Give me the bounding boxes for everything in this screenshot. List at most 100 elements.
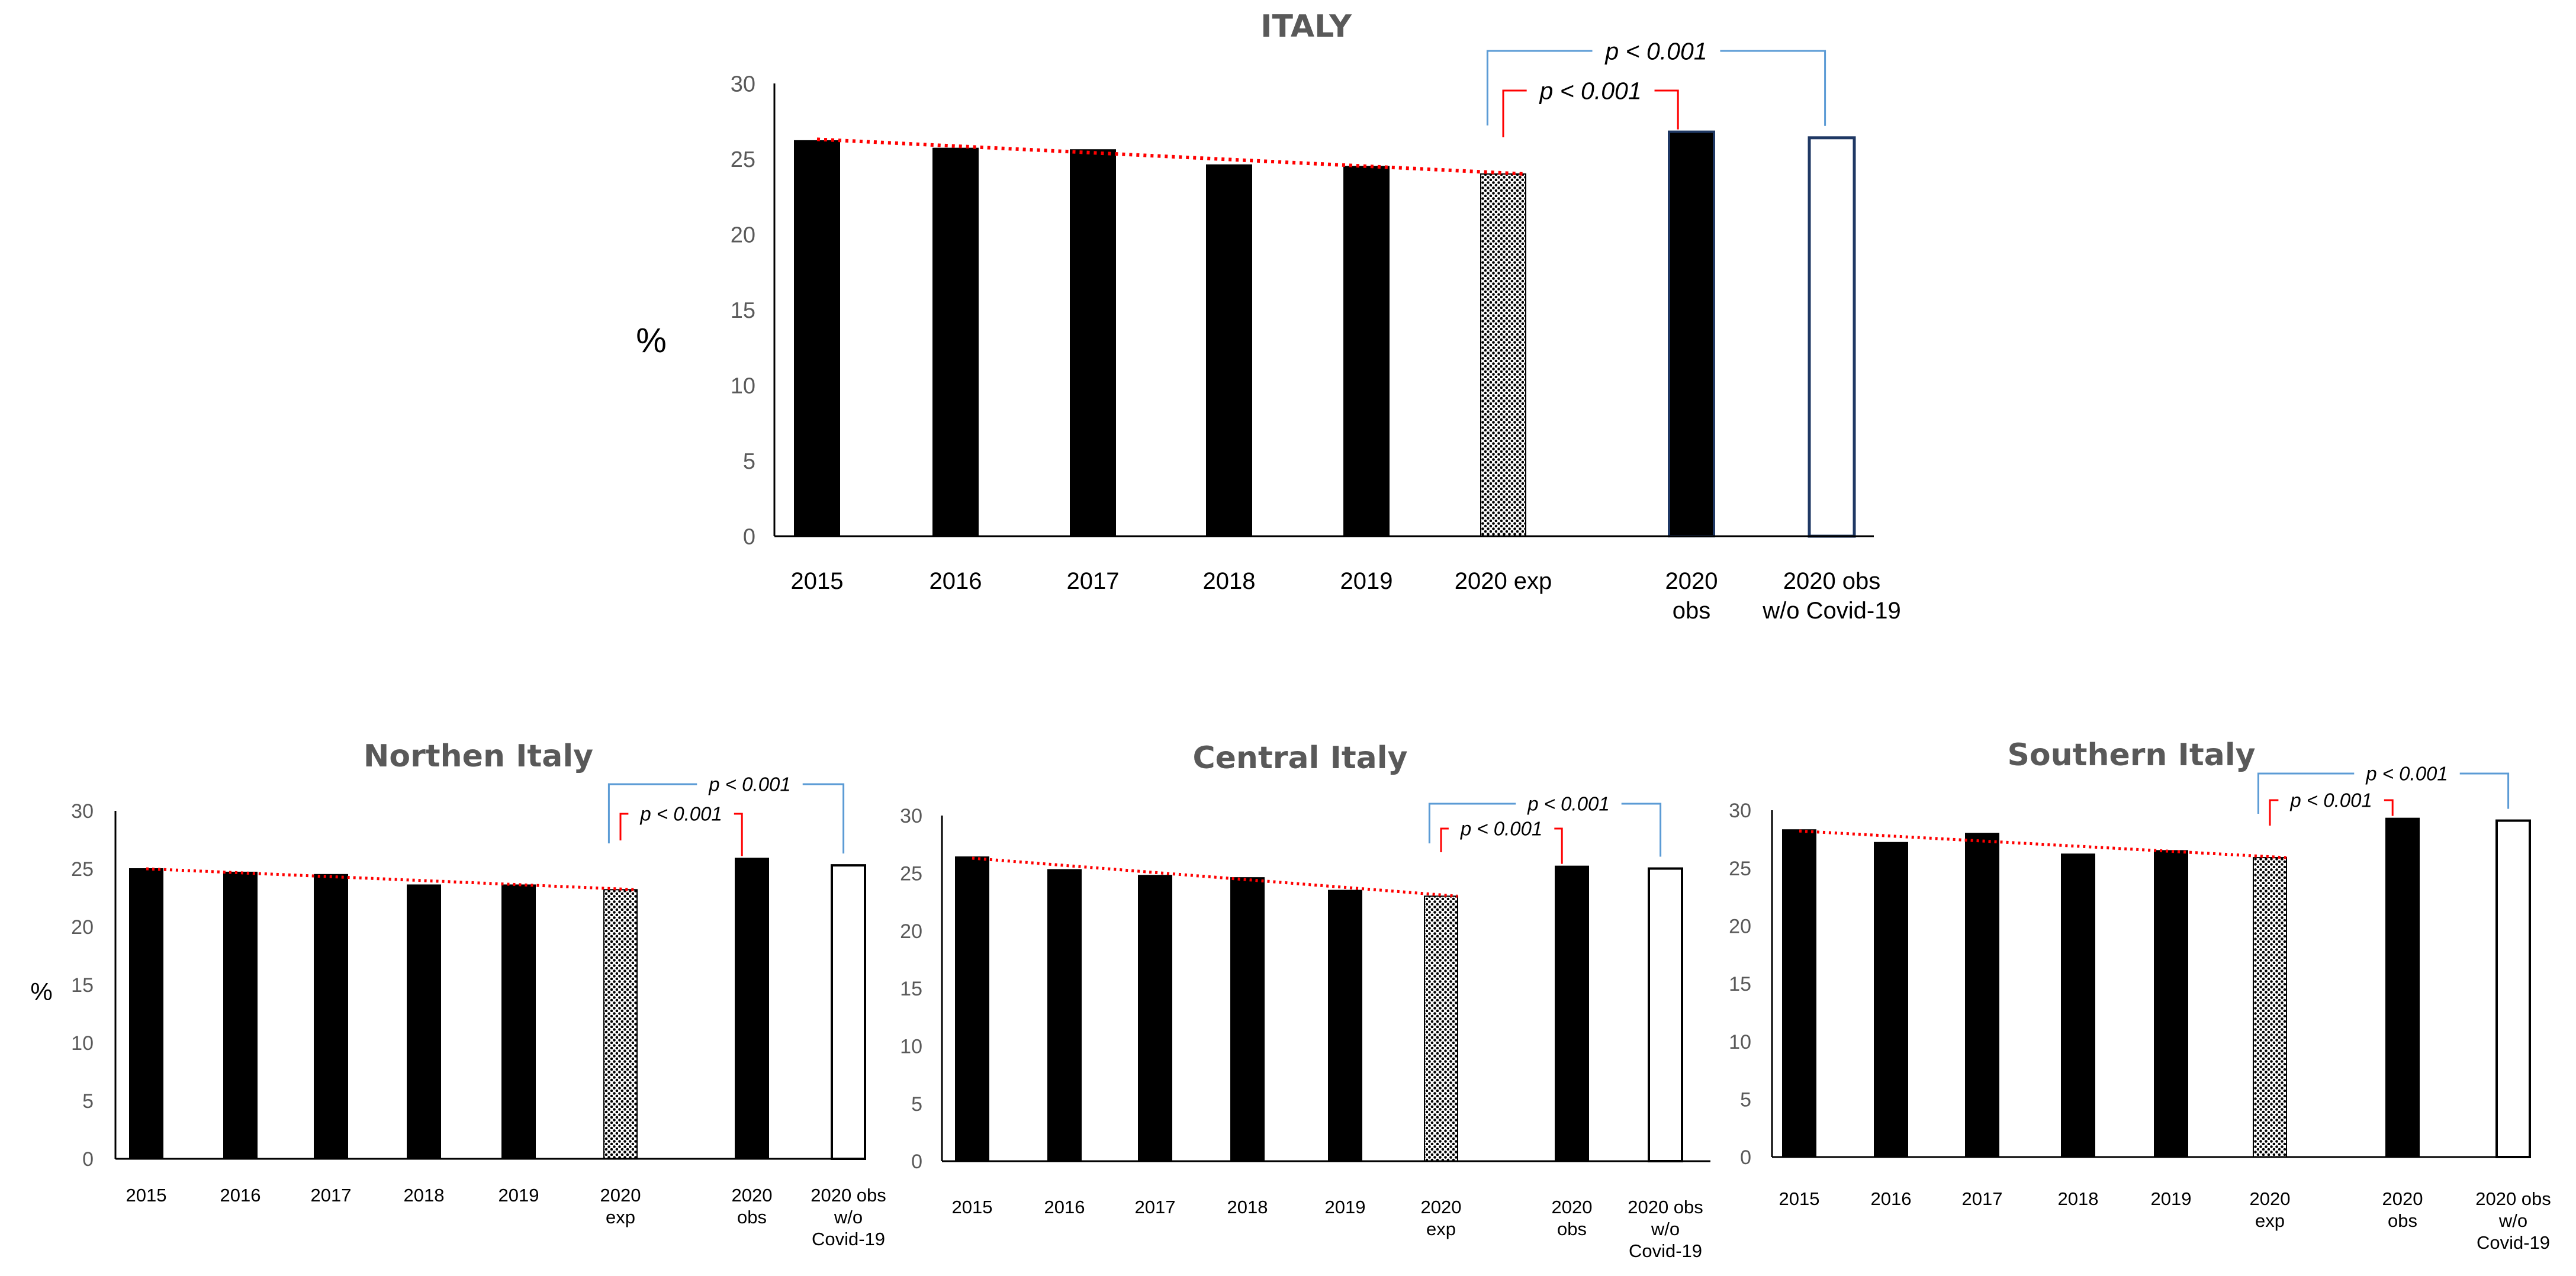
chart-southern: Southern Italy 0 5 10 15 20 25 30 2015 2016 2017 20… xyxy=(1729,737,2551,1253)
bar xyxy=(1480,173,1526,537)
x-tick-label: 2020 obs xyxy=(1552,1197,1593,1239)
chart-italy: ITALY% 0 5 10 15 20 25 30 2015 2016 2017 2018 2019 20… xyxy=(636,9,1901,624)
p-value-label: p < 0.001 xyxy=(1539,77,1642,104)
chart-title: Northen Italy xyxy=(364,739,593,774)
y-tick-label: 5 xyxy=(911,1093,922,1116)
bar xyxy=(1230,877,1265,1162)
bar xyxy=(223,871,258,1159)
significance-bracket-red xyxy=(1440,827,1563,864)
bar xyxy=(501,884,536,1159)
y-tick-label: 0 xyxy=(1740,1146,1751,1169)
bar xyxy=(129,868,163,1159)
bar xyxy=(2154,850,2188,1158)
x-tick-label: 2015 xyxy=(952,1197,993,1217)
bar xyxy=(1874,842,1908,1158)
y-tick-label: 30 xyxy=(71,800,94,823)
y-tick-label: 10 xyxy=(900,1036,922,1058)
y-tick-label: 0 xyxy=(82,1148,94,1171)
bar xyxy=(1138,875,1172,1162)
p-value-label: p < 0.001 xyxy=(708,774,791,795)
x-tick-label: 2020 exp xyxy=(600,1185,641,1227)
significance-bracket-blue xyxy=(1428,803,1662,857)
bar xyxy=(955,856,989,1162)
bar xyxy=(1555,865,1589,1162)
x-tick-label: 2019 xyxy=(1325,1197,1366,1217)
x-tick-label: 2020 obs xyxy=(2382,1188,2423,1231)
significance-bracket-blue xyxy=(607,783,845,854)
y-tick-label: 15 xyxy=(71,974,94,997)
x-tick-label: 2020 exp xyxy=(1455,568,1552,594)
bar xyxy=(1424,895,1458,1162)
bar xyxy=(2061,853,2095,1158)
significance-bracket-blue xyxy=(1486,50,1826,126)
y-tick-label: 20 xyxy=(71,916,94,939)
x-tick-label: 2017 xyxy=(311,1185,352,1206)
bar xyxy=(603,889,638,1160)
p-value-label: p < 0.001 xyxy=(2365,763,2448,785)
bar xyxy=(1070,149,1116,537)
p-value-label: p < 0.001 xyxy=(639,803,722,825)
bar xyxy=(735,858,769,1159)
x-tick-label: 2018 xyxy=(2058,1188,2099,1209)
p-value-label: p < 0.001 xyxy=(1460,818,1543,840)
bar xyxy=(1206,164,1252,537)
x-tick-label: 2020 obs w/o Covid-19 xyxy=(811,1185,886,1249)
x-tick-label: 2018 xyxy=(1203,568,1256,594)
bar xyxy=(1668,130,1715,538)
x-tick-label: 2015 xyxy=(1779,1188,1820,1209)
p-value-label: p < 0.001 xyxy=(1604,37,1707,65)
bar xyxy=(794,140,840,537)
y-tick-label: 15 xyxy=(1729,973,1751,995)
bar xyxy=(2253,857,2287,1158)
y-tick-label: 5 xyxy=(743,449,755,474)
y-tick-label: 25 xyxy=(731,147,755,172)
significance-bracket-blue xyxy=(2257,772,2510,814)
y-tick-label: 20 xyxy=(731,223,755,248)
y-axis-label: % xyxy=(636,321,667,360)
y-tick-label: 30 xyxy=(900,805,922,827)
p-value-label: p < 0.001 xyxy=(1527,793,1610,815)
y-tick-label: 30 xyxy=(731,72,755,97)
x-tick-label: 2018 xyxy=(404,1185,445,1206)
y-tick-label: 25 xyxy=(1729,858,1751,880)
significance-bracket-red xyxy=(619,813,743,856)
chart-title: ITALY xyxy=(1260,9,1352,44)
y-tick-label: 0 xyxy=(911,1151,922,1173)
bar xyxy=(932,147,979,537)
bar xyxy=(1648,867,1683,1162)
x-tick-label: 2020 obs w/o Covid-19 xyxy=(2475,1188,2551,1253)
bar xyxy=(1782,829,1816,1158)
bar xyxy=(831,864,866,1160)
x-tick-label: 2020 obs w/o Covid-19 xyxy=(1628,1197,1703,1261)
y-tick-label: 5 xyxy=(1740,1089,1751,1111)
x-tick-label: 2018 xyxy=(1227,1197,1268,1217)
x-tick-label: 2020 obs xyxy=(1665,568,1718,624)
y-tick-label: 10 xyxy=(71,1032,94,1055)
trend-line xyxy=(1799,829,2287,859)
y-tick-label: 5 xyxy=(82,1090,94,1113)
x-tick-label: 2017 xyxy=(1135,1197,1176,1217)
x-tick-label: 2020 obs xyxy=(732,1185,773,1227)
y-tick-label: 20 xyxy=(1729,916,1751,938)
bar xyxy=(2385,817,2420,1158)
chart-northern: Northen Italy% 0 5 10 15 20 25 30 2015 2016 2017 20… xyxy=(30,739,886,1249)
significance-bracket-red xyxy=(1502,89,1679,137)
y-tick-label: 15 xyxy=(900,978,922,1000)
x-tick-label: 2015 xyxy=(126,1185,167,1206)
bar xyxy=(314,874,348,1160)
chart-title: Southern Italy xyxy=(2007,737,2255,773)
chart-title: Central Italy xyxy=(1193,740,1408,776)
x-tick-label: 2019 xyxy=(499,1185,539,1206)
x-tick-label: 2020 obs w/o Covid-19 xyxy=(1762,568,1900,624)
y-tick-label: 25 xyxy=(900,863,922,885)
chart-central: Central Italy 0 5 10 15 20 25 30 2015 2016 2017 201… xyxy=(900,740,1710,1261)
trend-line xyxy=(146,867,638,891)
bar xyxy=(1965,833,1999,1158)
x-tick-label: 2015 xyxy=(791,568,844,594)
x-tick-label: 2020 exp xyxy=(2250,1188,2291,1231)
bar xyxy=(1343,166,1390,537)
x-tick-label: 2017 xyxy=(1962,1188,2003,1209)
x-tick-label: 2016 xyxy=(930,568,982,594)
